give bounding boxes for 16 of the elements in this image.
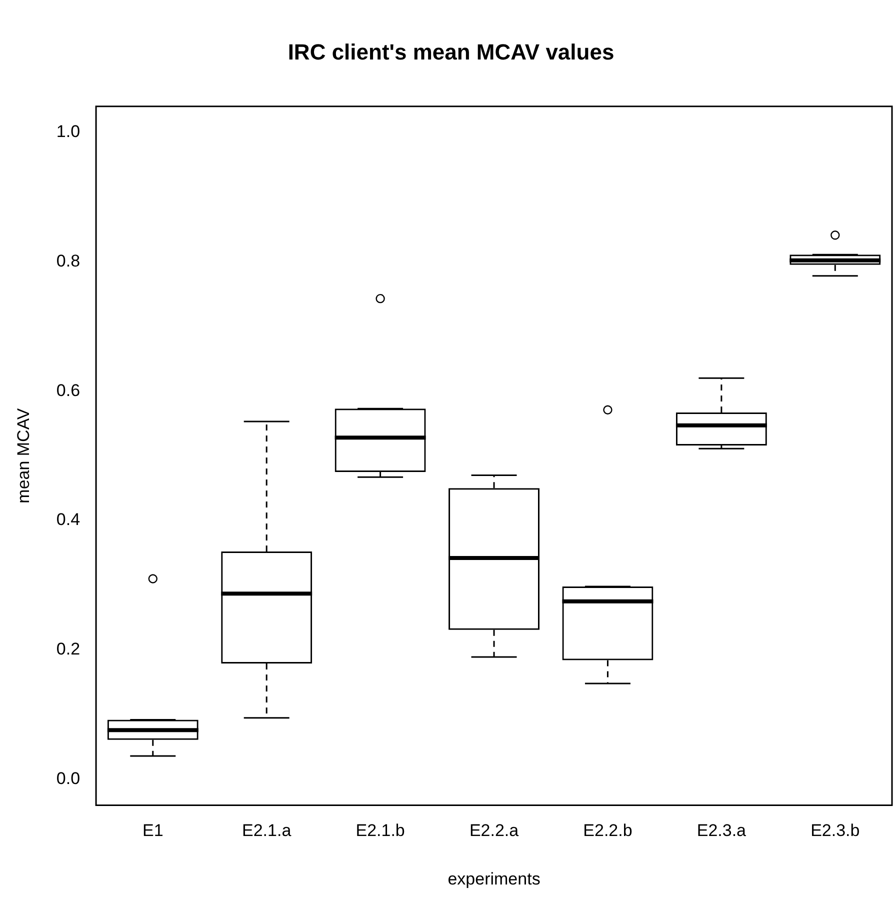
y-tick-label: 0.0 [56, 769, 80, 788]
x-tick-label: E1 [142, 821, 164, 840]
x-tick-label: E2.3.a [696, 821, 747, 840]
x-tick-label: E2.3.b [810, 821, 860, 840]
x-tick-label: E2.2.b [583, 821, 632, 840]
y-tick-label: 1.0 [56, 122, 80, 141]
y-tick-label: 0.4 [56, 510, 80, 530]
y-axis-title: mean MCAV [14, 408, 33, 504]
y-tick-label: 0.6 [56, 380, 80, 400]
x-tick-label: E2.2.a [469, 821, 520, 840]
x-axis-title: experiments [448, 869, 540, 888]
y-tick-label: 0.8 [56, 251, 80, 270]
x-tick-label: E2.1.b [356, 821, 405, 840]
chart-title: IRC client's mean MCAV values [288, 39, 614, 64]
x-tick-label: E2.1.a [242, 821, 292, 840]
y-tick-label: 0.2 [56, 640, 80, 659]
